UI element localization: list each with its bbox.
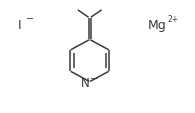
Text: 2+: 2+ bbox=[167, 15, 178, 24]
Text: Mg: Mg bbox=[148, 18, 167, 31]
Text: N: N bbox=[81, 77, 89, 89]
Text: −: − bbox=[26, 14, 34, 24]
Text: I: I bbox=[18, 18, 21, 31]
Text: −: − bbox=[90, 73, 99, 83]
